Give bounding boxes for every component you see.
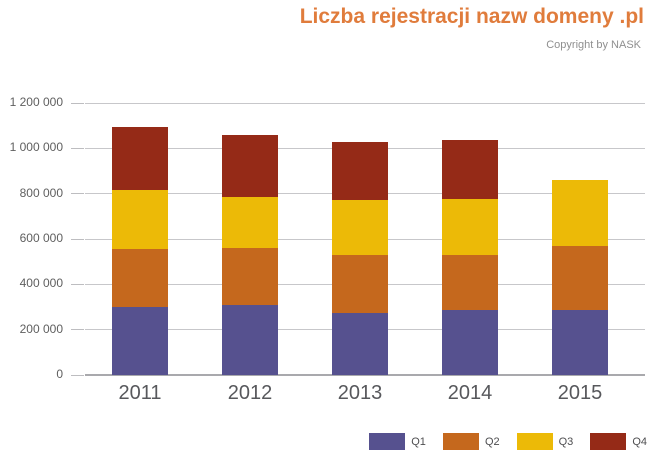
bar-2011 — [112, 103, 168, 375]
bar-segment-q4-2013 — [332, 141, 388, 201]
y-tick-mark — [71, 238, 84, 240]
bar-segment-q1-2014 — [442, 310, 498, 375]
bar-segment-q2-2013 — [332, 254, 388, 313]
bar-2015 — [552, 103, 608, 375]
y-tick-mark — [71, 283, 84, 285]
bar-segment-q3-2013 — [332, 200, 388, 255]
x-tick-label-2013: 2013 — [337, 382, 383, 404]
legend-swatch-q3 — [516, 433, 553, 450]
bar-2014 — [442, 103, 498, 375]
y-tick-label: 1 000 000 — [9, 140, 63, 155]
x-tick-label-2015: 2015 — [557, 382, 603, 404]
plot-area — [71, 102, 645, 376]
y-tick-mark — [71, 102, 84, 104]
x-tick-label-2011: 2011 — [118, 382, 162, 404]
legend-label-q4: Q4 — [632, 435, 647, 448]
bar-segment-q4-2011 — [112, 126, 168, 191]
bar-segment-q2-2014 — [442, 254, 498, 311]
legend-item-q2: Q2 — [442, 433, 500, 450]
gridline — [85, 102, 645, 104]
x-axis: 2011 2012 2013 2014 2015 — [85, 381, 645, 407]
bar-segment-q1-2015 — [552, 310, 608, 375]
bar-segment-q3-2012 — [222, 197, 278, 249]
bar-segment-q1-2013 — [332, 312, 388, 375]
chart-title: Liczba rejestracji nazw domeny .pl — [299, 5, 644, 28]
y-tick-label: 600 000 — [19, 231, 63, 245]
bar-segment-q2-2015 — [552, 245, 608, 311]
bar-segment-q4-2012 — [222, 134, 278, 198]
y-tick-label: 800 000 — [19, 185, 63, 200]
x-tick-label-2012: 2012 — [227, 382, 273, 404]
y-axis: 0 200 000 400 000 600 000 800 000 1 000 000 1 … — [0, 95, 63, 381]
y-tick-label: 400 000 — [19, 276, 63, 291]
legend-item-q3: Q3 — [516, 433, 574, 450]
copyright-text: Copyright by NASK — [546, 39, 641, 51]
bar-segment-q4-2014 — [442, 140, 498, 200]
y-tick-label: 0 — [56, 367, 63, 381]
y-tick-mark — [71, 329, 84, 331]
bar-segment-q1-2012 — [222, 304, 278, 375]
bar-2013 — [332, 103, 388, 375]
x-tick-label-2014: 2014 — [447, 382, 493, 404]
bar-segment-q2-2012 — [222, 248, 278, 305]
y-tick-mark — [71, 147, 84, 149]
bar-segment-q2-2011 — [112, 249, 168, 307]
bar-segment-q3-2015 — [552, 180, 608, 246]
bar-segment-q1-2011 — [112, 307, 168, 375]
legend-item-q1: Q1 — [369, 433, 426, 450]
legend-label-q2: Q2 — [484, 435, 500, 448]
y-tick-mark — [71, 193, 84, 195]
legend-swatch-q2 — [442, 433, 479, 450]
bar-2012 — [222, 103, 278, 375]
legend-label-q3: Q3 — [558, 435, 574, 448]
legend: Q1 Q2 Q3 Q4 — [352, 433, 647, 450]
legend-item-q4: Q4 — [590, 433, 647, 450]
legend-swatch-q1 — [369, 433, 406, 450]
bar-segment-q3-2014 — [442, 199, 498, 255]
legend-label-q1: Q1 — [411, 435, 426, 448]
y-tick-label: 200 000 — [19, 321, 63, 336]
y-tick-mark — [71, 374, 84, 376]
bar-segment-q3-2011 — [112, 190, 168, 250]
y-tick-label: 1 200 000 — [9, 95, 63, 109]
legend-swatch-q4 — [590, 433, 627, 450]
